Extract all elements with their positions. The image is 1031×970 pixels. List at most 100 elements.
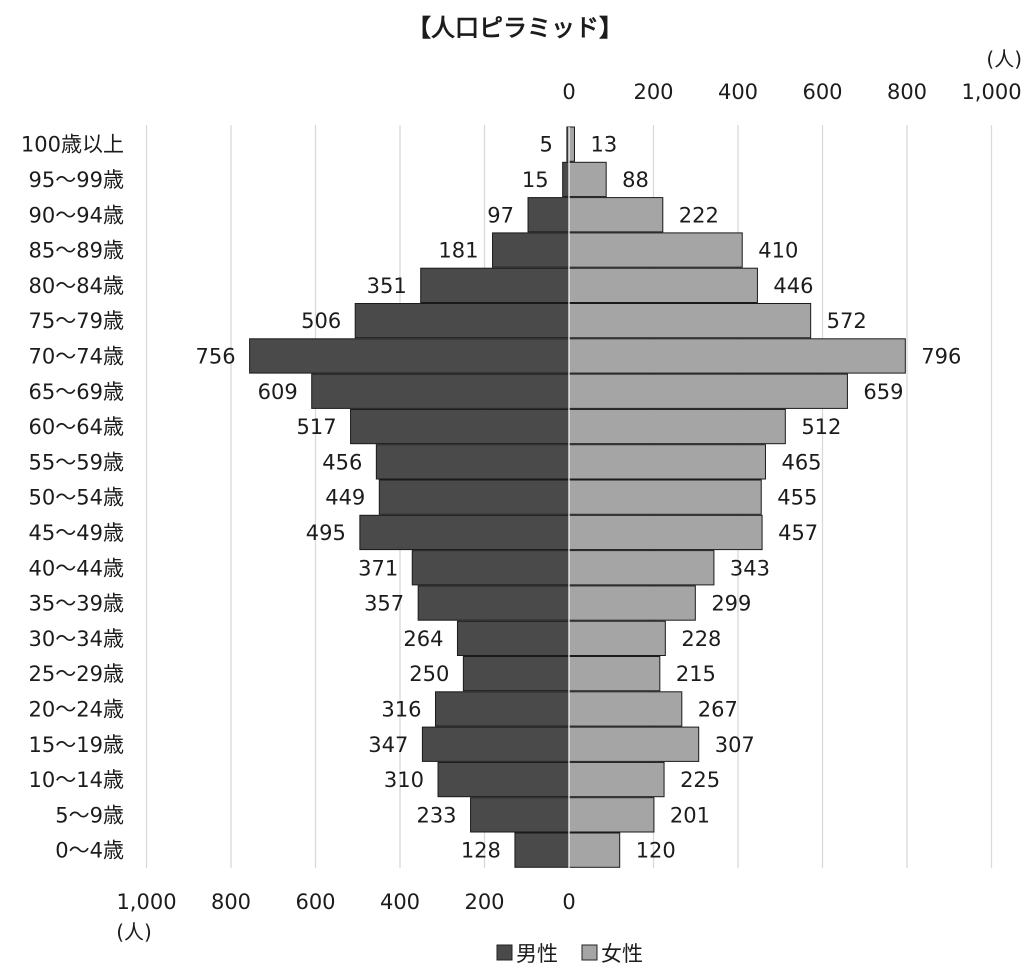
male-value-label: 351	[367, 274, 407, 298]
female-bar	[568, 408, 786, 445]
bottom-tick-label: 1,000	[116, 890, 176, 914]
legend-swatch-female	[581, 944, 598, 961]
female-value-label: 88	[622, 168, 649, 192]
male-bar	[375, 444, 570, 480]
male-value-label: 449	[325, 486, 365, 510]
male-bar	[311, 373, 570, 409]
age-group-label: 30～34歳	[29, 627, 124, 651]
legend-label-female: 女性	[601, 942, 643, 966]
age-group-label: 0～4歳	[55, 839, 124, 863]
female-value-label: 512	[801, 415, 841, 439]
female-bar	[568, 656, 661, 692]
female-bar	[568, 585, 696, 621]
top-tick-label: 0	[562, 80, 575, 104]
female-bars	[568, 126, 906, 868]
male-bar	[514, 832, 570, 868]
male-bar	[354, 303, 570, 339]
age-group-labels: 100歳以上 95～99歳 90～94歳 85～89歳 80～84歳 75～79歳 70～7…	[21, 133, 124, 863]
age-group-label: 80～84歳	[29, 274, 124, 298]
male-bar	[411, 550, 570, 586]
female-bar	[568, 479, 762, 515]
male-value-label: 233	[416, 803, 456, 827]
legend: 男性 女性	[496, 942, 643, 966]
female-value-label: 307	[715, 733, 755, 757]
age-group-label: 60～64歳	[29, 415, 124, 439]
age-group-label: 10～14歳	[29, 768, 124, 792]
age-group-label: 45～49歳	[29, 521, 124, 545]
female-bar	[568, 197, 664, 233]
female-bar	[568, 832, 621, 868]
male-value-label: 250	[409, 662, 449, 686]
male-value-label: 264	[403, 627, 443, 651]
female-value-label: 457	[778, 521, 818, 545]
female-bar	[568, 761, 665, 798]
male-bar	[417, 585, 570, 621]
data-labels: 5 13 15 88 97 222 181 410 351 446 506 572 756 796 609 6…	[195, 133, 961, 863]
female-value-label: 201	[670, 803, 710, 827]
female-value-label: 659	[863, 380, 903, 404]
age-group-label: 40～44歳	[29, 556, 124, 580]
male-bars	[249, 126, 570, 868]
age-group-label: 65～69歳	[29, 380, 124, 404]
legend-label-male: 男性	[516, 942, 558, 966]
age-group-label: 25～29歳	[29, 662, 124, 686]
female-value-label: 222	[679, 203, 719, 227]
bottom-tick-label: 600	[295, 890, 335, 914]
legend-swatch-male	[496, 944, 513, 961]
male-bar	[434, 691, 570, 727]
top-tick-label: 600	[802, 80, 842, 104]
male-value-label: 310	[384, 768, 424, 792]
age-group-label: 15～19歳	[29, 733, 124, 757]
male-bar	[421, 726, 570, 762]
male-bar	[249, 338, 570, 374]
female-bar	[568, 303, 812, 339]
age-group-label: 95～99歳	[29, 168, 124, 192]
male-value-label: 128	[461, 839, 501, 863]
female-bar	[568, 126, 575, 162]
age-group-label: 5～9歳	[55, 803, 124, 827]
female-bar	[568, 161, 607, 198]
male-bar	[527, 197, 570, 233]
age-group-label: 75～79歳	[29, 309, 124, 333]
male-value-label: 15	[522, 168, 549, 192]
male-value-label: 357	[364, 592, 404, 616]
male-bar	[462, 656, 570, 692]
female-value-label: 455	[777, 486, 817, 510]
age-group-label: 20～24歳	[29, 697, 124, 721]
female-value-label: 465	[781, 450, 821, 474]
age-group-label: 50～54歳	[29, 486, 124, 510]
male-value-label: 316	[381, 697, 421, 721]
male-value-label: 371	[358, 556, 398, 580]
female-bar	[568, 338, 906, 374]
female-value-label: 572	[827, 309, 867, 333]
age-group-label: 70～74歳	[29, 344, 124, 368]
female-bar	[568, 373, 848, 409]
female-value-label: 410	[758, 239, 798, 263]
female-bar	[568, 726, 700, 762]
female-bar	[568, 267, 758, 304]
female-value-label: 225	[680, 768, 720, 792]
top-tick-label: 1,000	[961, 80, 1021, 104]
female-value-label: 228	[681, 627, 721, 651]
chart-title: 【人口ピラミッド】	[407, 14, 623, 42]
male-bar	[492, 232, 570, 268]
bottom-tick-label: 400	[380, 890, 420, 914]
female-value-label: 120	[636, 839, 676, 863]
female-bar	[568, 620, 666, 657]
male-bar	[359, 514, 570, 551]
age-group-label: 90～94歳	[29, 203, 124, 227]
male-bar	[470, 797, 570, 833]
male-value-label: 517	[296, 415, 336, 439]
female-bar	[568, 514, 763, 551]
female-bar	[568, 691, 683, 727]
male-bar	[562, 161, 570, 198]
male-value-label: 506	[301, 309, 341, 333]
male-value-label: 181	[438, 239, 478, 263]
bottom-tick-label: 200	[464, 890, 504, 914]
top-axis-tick-labels: 0 200 400 600 800 1,000	[562, 80, 1021, 104]
female-bar	[568, 232, 743, 268]
unit-label-top: (人)	[986, 47, 1022, 71]
male-bar	[420, 267, 570, 304]
male-value-label: 609	[258, 380, 298, 404]
